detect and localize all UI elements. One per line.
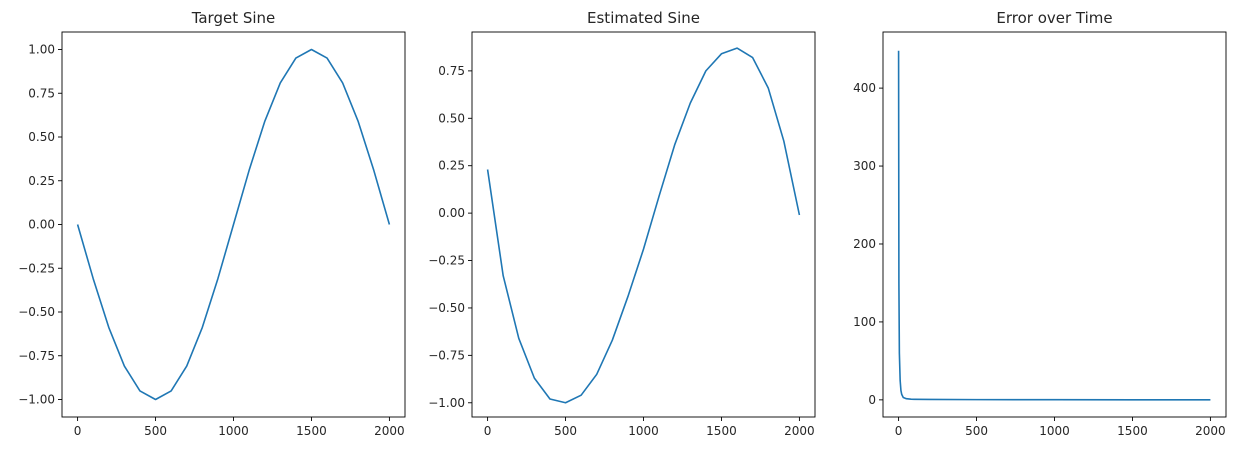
axes-frame	[882, 31, 1227, 418]
x-tick-label: 1000	[218, 424, 249, 438]
y-tick-label: −0.25	[18, 261, 55, 275]
x-tick-label: 0	[74, 424, 82, 438]
x-tick-label: 2000	[784, 424, 815, 438]
chart-panel: 0 500 1000 1500 2000 −1.00 −0.75 −0.50 −0.25 0.00…	[428, 9, 816, 438]
x-tick-label: 500	[965, 424, 988, 438]
y-tick-label: −1.00	[18, 393, 55, 407]
y-tick-label: −0.25	[428, 254, 465, 268]
chart-title: Target Sine	[191, 9, 276, 27]
series-line	[897, 50, 1211, 401]
chart-title: Estimated Sine	[587, 9, 700, 27]
y-tick-label: −0.50	[428, 301, 465, 315]
y-tick-label: 1.00	[28, 43, 55, 57]
y-tick-label: 200	[853, 237, 876, 251]
y-tick-label: −0.50	[18, 305, 55, 319]
y-tick-label: 100	[853, 315, 876, 329]
y-tick-label: 0.25	[28, 174, 55, 188]
y-tick-label: 0.75	[438, 64, 465, 78]
axes-frame	[471, 31, 816, 418]
y-tick-label: −0.75	[428, 348, 465, 362]
x-tick-label: 1000	[1039, 424, 1070, 438]
chart-title: Error over Time	[996, 9, 1112, 27]
chart-panel: 0 500 1000 1500 2000 0 100 200 300 400 Error over …	[853, 9, 1227, 438]
y-tick-label: −0.75	[18, 349, 55, 363]
x-tick-label: 1500	[296, 424, 327, 438]
x-tick-label: 2000	[374, 424, 405, 438]
y-tick-label: 0.50	[28, 130, 55, 144]
y-tick-label: 0.00	[438, 206, 465, 220]
x-tick-label: 500	[144, 424, 167, 438]
y-tick-label: 0.25	[438, 159, 465, 173]
y-tick-label: 0.50	[438, 111, 465, 125]
x-tick-label: 0	[484, 424, 492, 438]
chart-panel: 0 500 1000 1500 2000 −1.00 −0.75 −0.50 −0.25 0.00…	[18, 9, 406, 438]
y-tick-label: 300	[853, 159, 876, 173]
x-tick-label: 1500	[1117, 424, 1148, 438]
y-tick-label: 400	[853, 81, 876, 95]
series-line	[76, 48, 391, 401]
x-tick-label: 1000	[628, 424, 659, 438]
y-tick-label: 0	[868, 393, 876, 407]
x-tick-label: 0	[895, 424, 903, 438]
y-tick-label: 0.00	[28, 218, 55, 232]
y-tick-label: −1.00	[428, 396, 465, 410]
series-line	[486, 47, 801, 404]
x-tick-label: 2000	[1195, 424, 1226, 438]
x-tick-label: 500	[554, 424, 577, 438]
x-tick-label: 1500	[706, 424, 737, 438]
y-tick-label: 0.75	[28, 86, 55, 100]
